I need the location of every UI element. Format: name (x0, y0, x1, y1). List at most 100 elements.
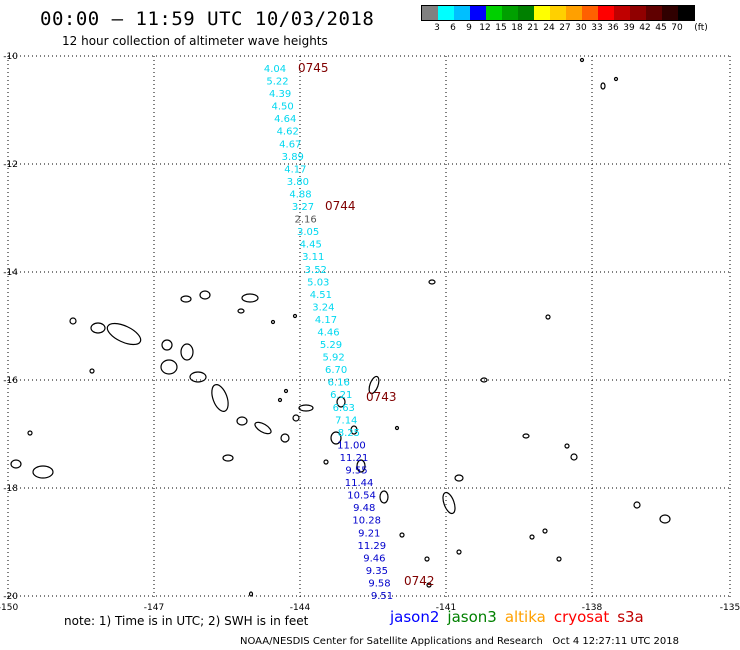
wave-height-value: 9.48 (353, 503, 375, 514)
color-scale-bar (421, 5, 695, 21)
longitude-label: -147 (144, 603, 164, 613)
latitude-label: -12 (3, 160, 18, 170)
color-scale-label: 6 (450, 23, 456, 33)
color-scale-label: 30 (575, 23, 587, 33)
longitude-label: -138 (582, 603, 603, 613)
longitude-label: -135 (720, 603, 740, 613)
latitude-label: -20 (3, 592, 18, 602)
color-scale-label: 27 (559, 23, 571, 33)
wave-height-value: 10.54 (347, 491, 376, 502)
color-swatch (470, 6, 486, 20)
pass-time-label: 0745 (298, 61, 329, 75)
wave-height-value: 4.17 (284, 164, 306, 175)
wave-height-value: 5.92 (322, 353, 344, 364)
color-scale-label: 39 (623, 23, 635, 33)
wave-height-value: 3.27 (292, 202, 314, 213)
latitude-label: -14 (3, 268, 18, 278)
wave-height-value: 4.51 (310, 290, 332, 301)
wave-height-value: 6.16 (328, 378, 350, 389)
longitude-label: -150 (0, 603, 18, 613)
note-text: note: 1) Time is in UTC; 2) SWH is in fe… (64, 614, 309, 628)
island-outlines (10, 57, 671, 597)
wave-height-value: 11.29 (357, 541, 386, 552)
wave-height-labels: 4.045.224.394.504.644.624.673.894.173.80… (264, 64, 393, 602)
map-title: 00:00 – 11:59 UTC 10/03/2018 (40, 8, 375, 30)
wave-height-value: 4.17 (315, 315, 337, 326)
wave-height-value: 8.25 (338, 428, 360, 439)
pass-time-label: 0743 (366, 390, 397, 404)
wave-height-value: 5.29 (320, 340, 342, 351)
longitude-label: -144 (290, 603, 311, 613)
satellite-name: s3a (617, 608, 644, 626)
footer: NOAA/NESDIS Center for Satellite Applica… (240, 636, 679, 647)
color-swatch (662, 6, 678, 20)
color-swatch (614, 6, 630, 20)
wave-height-value: 4.04 (264, 64, 286, 75)
wave-height-value: 4.45 (300, 240, 322, 251)
wave-height-value: 5.03 (307, 277, 329, 288)
color-swatch (646, 6, 662, 20)
wave-height-value: 6.70 (325, 365, 347, 376)
longitude-labels: -150 -147 -144 -141 -138 -135 (0, 603, 740, 613)
color-swatch (678, 6, 694, 20)
wave-height-value: 3.05 (297, 227, 319, 238)
latitude-label: -18 (3, 484, 18, 494)
wave-height-value: 3.80 (287, 177, 309, 188)
color-swatch (438, 6, 454, 20)
color-swatch (566, 6, 582, 20)
color-scale-label: 3 (434, 23, 440, 33)
wave-height-value: 11.21 (340, 453, 369, 464)
wave-height-value: 4.67 (279, 139, 301, 150)
color-scale-label: 36 (607, 23, 619, 33)
satellite-name: altika (504, 608, 546, 626)
color-swatch (454, 6, 470, 20)
wave-height-value: 3.52 (305, 265, 327, 276)
satellite-name: jason2 (390, 608, 440, 626)
color-swatch (422, 6, 438, 20)
wave-height-value: 4.46 (317, 328, 339, 339)
wave-height-value: 6.21 (330, 390, 352, 401)
pass-time-labels: 0745 0744 0743 0742 (298, 61, 435, 588)
wave-height-value: 9.21 (358, 528, 380, 539)
satellite-legend: jason2 jason3 altika cryosat s3a (390, 608, 652, 626)
color-scale-label: 15 (495, 23, 507, 33)
color-swatch (502, 6, 518, 20)
longitude-label: -141 (436, 603, 456, 613)
wave-height-value: 4.50 (271, 102, 293, 113)
wave-height-value: 9.35 (366, 566, 388, 577)
satellite-name: cryosat (553, 608, 610, 626)
wave-height-value: 4.39 (269, 89, 291, 100)
footer-timestamp: Oct 4 12:27:11 UTC 2018 (552, 636, 679, 647)
color-scale-label: 24 (543, 23, 555, 33)
color-scale-label: 18 (511, 23, 523, 33)
color-scale-label: 70 (671, 23, 683, 33)
wave-height-value: 11.00 (337, 440, 366, 451)
wave-height-value: 7.14 (335, 415, 357, 426)
color-scale-label: 42 (639, 23, 651, 33)
color-swatch (550, 6, 566, 20)
wave-height-value: 10.28 (352, 516, 381, 527)
latitude-labels: -10 -12 -14 -16 -18 -20 (3, 52, 18, 602)
color-swatch (598, 6, 614, 20)
wave-height-value: 2.16 (294, 215, 316, 226)
color-swatch (518, 6, 534, 20)
color-swatch (630, 6, 646, 20)
color-scale-legend: 3 6 9 12 15 18 21 24 27 30 33 36 39 42 45 70 (ft) (421, 5, 708, 35)
wave-height-value: 3.11 (302, 252, 324, 263)
color-swatch (534, 6, 550, 20)
wave-height-value: 11.44 (345, 478, 374, 489)
color-scale-unit: (ft) (694, 23, 708, 33)
color-scale-labels: 3 6 9 12 15 18 21 24 27 30 33 36 39 42 45 70 (ft) (421, 23, 708, 35)
pass-time-label: 0744 (325, 199, 356, 213)
wave-height-value: 4.88 (289, 190, 311, 201)
color-scale-label: 45 (655, 23, 667, 33)
latitude-label: -16 (3, 376, 18, 386)
wave-height-value: 9.55 (345, 466, 367, 477)
color-swatch (582, 6, 598, 20)
wave-height-value: 6.63 (333, 403, 355, 414)
grid-lines (7, 55, 731, 600)
wave-height-value: 3.89 (282, 152, 304, 163)
satellite-name: jason3 (447, 608, 497, 626)
color-scale-label: 12 (479, 23, 491, 33)
